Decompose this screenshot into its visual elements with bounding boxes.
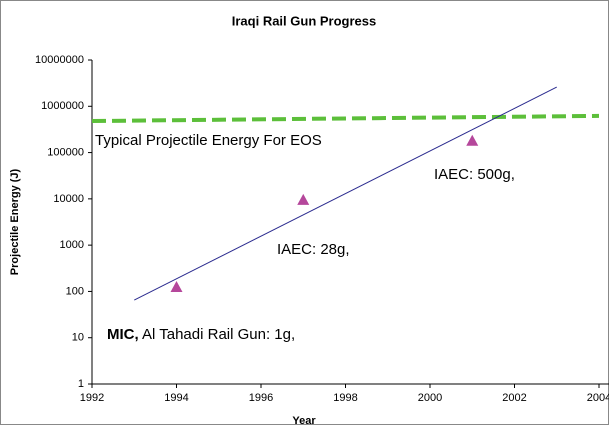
x-tick-label: 1998 — [333, 392, 357, 404]
annotation-bold: MIC, — [107, 326, 139, 343]
y-tick-label: 100000 — [47, 146, 84, 158]
trend-line — [134, 86, 557, 301]
annotation: IAEC: 500g, — [434, 166, 515, 183]
reference-line — [91, 113, 600, 124]
y-tick-label: 100 — [66, 285, 84, 297]
y-axis-label: Projectile Energy (J) — [9, 168, 21, 275]
y-tick-label: 10 — [72, 332, 84, 344]
reference-label: Typical Projectile Energy For EOS — [95, 132, 322, 149]
x-tick-label: 1992 — [80, 392, 104, 404]
data-point — [466, 134, 479, 146]
y-tick-label: 1000 — [60, 239, 84, 251]
annotation-text: Al Tahadi Rail Gun: 1g, — [139, 326, 296, 343]
x-tick-label: 1996 — [249, 392, 273, 404]
x-tick-label: 2004 — [587, 392, 609, 404]
y-tick-label: 10000000 — [35, 54, 84, 66]
data-point — [170, 280, 183, 292]
x-tick-label: 2002 — [502, 392, 526, 404]
data-point — [297, 193, 310, 205]
y-tick-label: 1 — [78, 378, 84, 390]
annotation: MIC, Al Tahadi Rail Gun: 1g, — [107, 326, 295, 343]
y-tick-label: 1000000 — [41, 100, 84, 112]
x-tick-label: 1994 — [164, 392, 188, 404]
x-axis-label: Year — [292, 415, 316, 425]
y-tick-label: 10000 — [53, 193, 84, 205]
annotation: IAEC: 28g, — [277, 241, 350, 258]
x-tick-label: 2000 — [418, 392, 442, 404]
chart-title: Iraqi Rail Gun Progress — [232, 13, 377, 28]
